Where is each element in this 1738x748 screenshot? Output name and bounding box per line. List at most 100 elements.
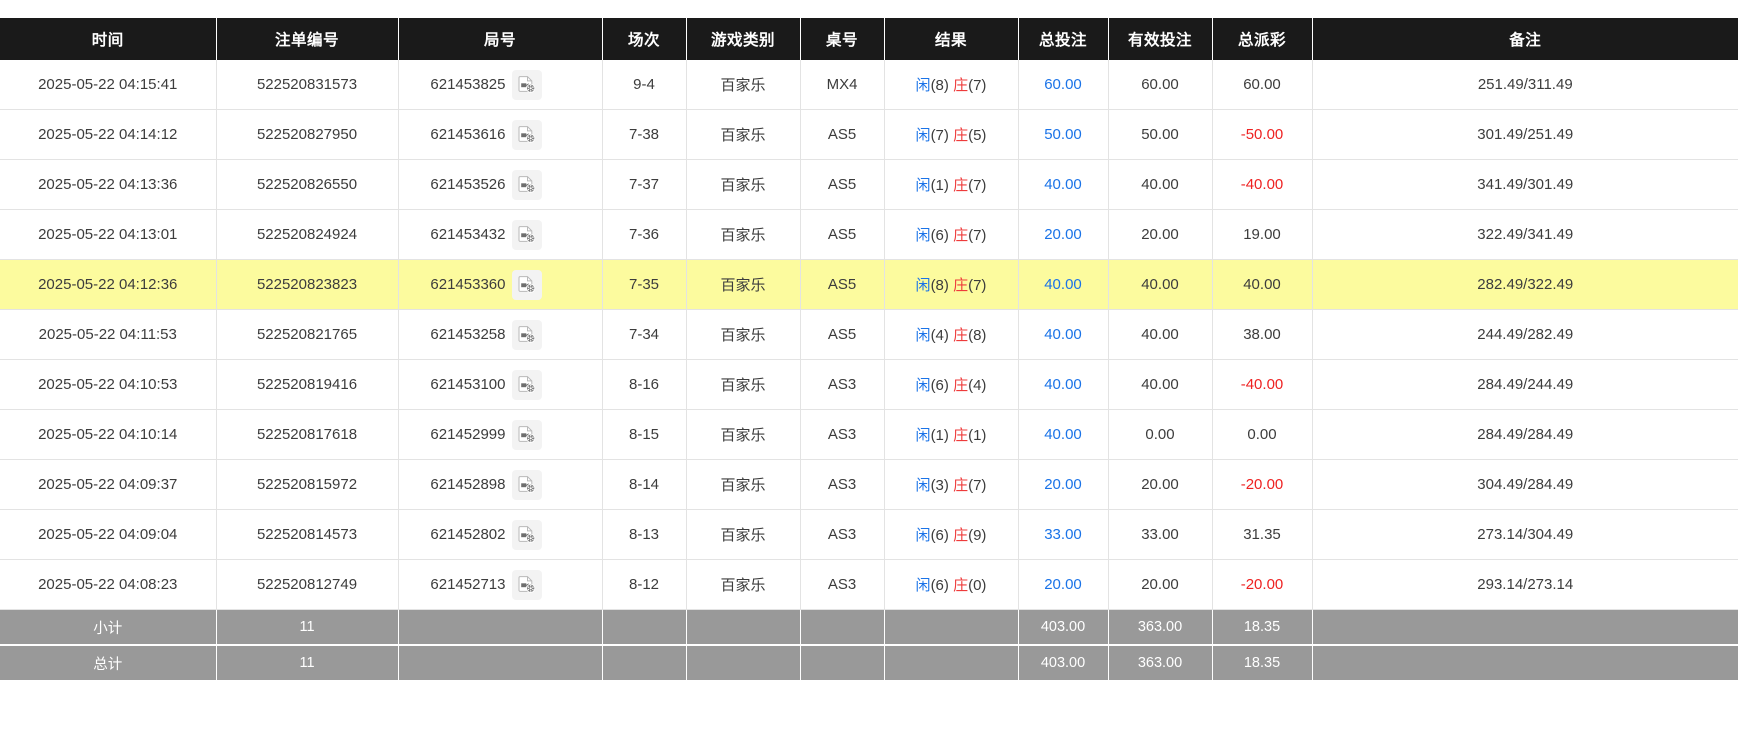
cell-payout: -20.00 [1212,559,1313,610]
total-bet-value[interactable]: 60.00 [1044,76,1082,93]
table-row[interactable]: 2025-05-22 04:15:41 522520831573 621453825… [0,60,1738,110]
cell-time: 2025-05-22 04:09:04 [0,509,217,560]
cell-payout: 31.35 [1212,509,1313,560]
cell-total-bet: 60.00 [1018,60,1109,110]
summary-blank-round [398,645,603,680]
video-replay-icon[interactable] [511,269,542,300]
summary-total-bet: 403.00 [1018,609,1109,646]
video-replay-icon[interactable] [511,169,542,200]
video-replay-icon[interactable] [511,419,542,450]
summary-blank-game-type [686,609,801,646]
valid-bet-value: 20.00 [1141,576,1179,593]
cell-total-bet: 40.00 [1018,359,1109,410]
cell-table-no: AS5 [800,259,885,310]
summary-count: 11 [216,645,399,680]
cell-total-bet: 40.00 [1018,409,1109,460]
cell-total-bet: 33.00 [1018,509,1109,560]
result-banker-value: (1) [968,427,987,444]
round-no-text: 621453258 [430,326,506,343]
video-replay-icon[interactable] [511,69,542,100]
result-banker-label: 庄 [953,277,969,294]
summary-row-subtotal: 小计 11 403.00 363.00 18.35 [0,609,1738,646]
total-bet-value[interactable]: 20.00 [1044,576,1082,593]
video-replay-icon[interactable] [511,319,542,350]
cell-session: 7-37 [602,159,687,210]
video-replay-icon[interactable] [511,569,542,600]
table-row[interactable]: 2025-05-22 04:13:01 522520824924 621453432… [0,209,1738,260]
valid-bet-value: 0.00 [1145,426,1175,443]
column-header-session[interactable]: 场次 [602,18,687,60]
cell-round-no: 621453360 [398,259,603,310]
cell-remark: 282.49/322.49 [1312,259,1738,310]
valid-bet-value: 33.00 [1141,526,1179,543]
column-header-game-type[interactable]: 游戏类别 [686,18,801,60]
video-replay-icon[interactable] [511,469,542,500]
table-row[interactable]: 2025-05-22 04:11:53 522520821765 621453258… [0,309,1738,360]
payout-value: 38.00 [1243,326,1281,343]
column-header-time[interactable]: 时间 [0,18,217,60]
cell-game-type: 百家乐 [686,159,801,210]
video-replay-icon[interactable] [511,219,542,250]
total-bet-value[interactable]: 40.00 [1044,376,1082,393]
result-banker-value: (7) [968,227,987,244]
round-no-text: 621452802 [430,526,506,543]
cell-table-no: AS3 [800,409,885,460]
total-bet-value[interactable]: 40.00 [1044,426,1082,443]
column-header-payout[interactable]: 总派彩 [1212,18,1313,60]
column-header-table-no[interactable]: 桌号 [800,18,885,60]
cell-total-bet: 20.00 [1018,559,1109,610]
result-player-value: (4) [930,327,949,344]
column-header-round-no[interactable]: 局号 [398,18,603,60]
video-replay-icon[interactable] [511,119,542,150]
column-header-order-no[interactable]: 注单编号 [216,18,399,60]
cell-round-no: 621453616 [398,109,603,160]
summary-row-total: 总计 11 403.00 363.00 18.35 [0,645,1738,680]
total-bet-value[interactable]: 50.00 [1044,126,1082,143]
total-bet-value[interactable]: 20.00 [1044,476,1082,493]
result-player-label: 闲 [915,377,931,394]
table-row[interactable]: 2025-05-22 04:10:14 522520817618 621452999… [0,409,1738,460]
cell-table-no: MX4 [800,60,885,110]
total-bet-value[interactable]: 33.00 [1044,526,1082,543]
table-row[interactable]: 2025-05-22 04:10:53 522520819416 621453100… [0,359,1738,410]
table-row[interactable]: 2025-05-22 04:08:23 522520812749 621452713… [0,559,1738,610]
cell-result: 闲(6) 庄(9) [884,509,1019,560]
cell-remark: 244.49/282.49 [1312,309,1738,360]
video-replay-icon[interactable] [511,519,542,550]
cell-payout: 0.00 [1212,409,1313,460]
summary-label: 小计 [0,609,217,646]
video-replay-icon[interactable] [511,369,542,400]
cell-session: 8-14 [602,459,687,510]
cell-time: 2025-05-22 04:10:14 [0,409,217,460]
total-bet-value[interactable]: 40.00 [1044,176,1082,193]
table-row[interactable]: 2025-05-22 04:09:37 522520815972 621452898… [0,459,1738,510]
table-row[interactable]: 2025-05-22 04:12:36 522520823823 621453360… [0,259,1738,310]
cell-remark: 284.49/284.49 [1312,409,1738,460]
column-header-total-bet[interactable]: 总投注 [1018,18,1109,60]
cell-order-no: 522520819416 [216,359,399,410]
table-row[interactable]: 2025-05-22 04:14:12 522520827950 621453616… [0,109,1738,160]
result-banker-label: 庄 [953,227,969,244]
cell-round-no: 621453526 [398,159,603,210]
summary-valid-bet: 363.00 [1108,645,1213,680]
table-row[interactable]: 2025-05-22 04:13:36 522520826550 621453526… [0,159,1738,210]
cell-result: 闲(3) 庄(7) [884,459,1019,510]
valid-bet-value: 20.00 [1141,476,1179,493]
column-header-result[interactable]: 结果 [884,18,1019,60]
valid-bet-value: 60.00 [1141,76,1179,93]
total-bet-value[interactable]: 40.00 [1044,326,1082,343]
total-bet-value[interactable]: 20.00 [1044,226,1082,243]
summary-blank-session [602,609,687,646]
column-header-valid-bet[interactable]: 有效投注 [1108,18,1213,60]
column-header-remark[interactable]: 备注 [1312,18,1738,60]
payout-value: 60.00 [1243,76,1281,93]
cell-result: 闲(4) 庄(8) [884,309,1019,360]
cell-valid-bet: 0.00 [1108,409,1213,460]
cell-order-no: 522520814573 [216,509,399,560]
round-no-text: 621452999 [430,426,506,443]
cell-order-no: 522520821765 [216,309,399,360]
cell-round-no: 621452802 [398,509,603,560]
total-bet-value[interactable]: 40.00 [1044,276,1082,293]
cell-payout: 38.00 [1212,309,1313,360]
table-row[interactable]: 2025-05-22 04:09:04 522520814573 621452802… [0,509,1738,560]
